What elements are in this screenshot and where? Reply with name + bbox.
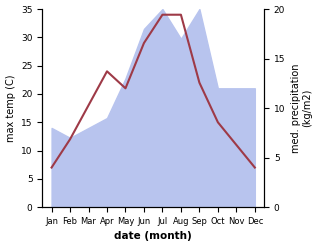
Y-axis label: max temp (C): max temp (C) <box>5 74 16 142</box>
Y-axis label: med. precipitation
(kg/m2): med. precipitation (kg/m2) <box>291 63 313 153</box>
X-axis label: date (month): date (month) <box>114 231 192 242</box>
